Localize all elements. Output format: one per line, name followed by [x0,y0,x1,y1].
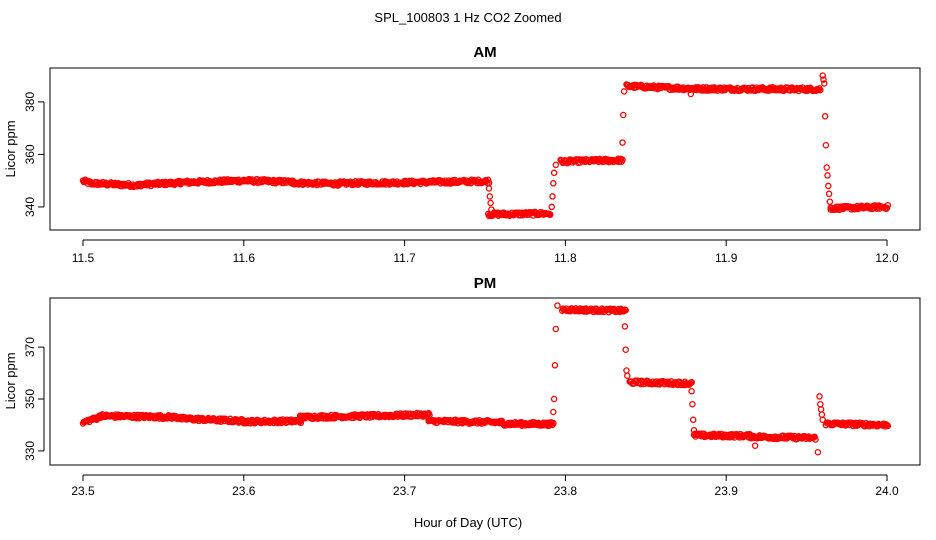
x-tick-label: 11.7 [393,251,416,265]
data-point [620,88,628,95]
x-tick-label: 11.5 [72,251,95,265]
pm-x-axis: 23.5 23.6 23.7 23.8 23.9 24.0 [71,474,899,498]
y-tick-label: 370 [23,337,37,357]
data-point [817,86,824,94]
data-point [550,408,557,416]
am-x-axis: 11.5 11.6 11.7 11.8 11.9 12.0 [72,239,899,265]
data-point [548,203,555,211]
data-point [624,372,631,379]
y-tick-label: 340 [23,197,37,217]
data-point [552,325,560,333]
data-point [552,161,560,169]
data-point [619,156,626,163]
data-point [825,190,833,198]
pm-data-points [79,302,892,456]
y-tick-label: 360 [23,144,37,164]
x-tick-label: 11.8 [554,251,577,265]
data-point [814,448,822,456]
data-point [619,139,626,146]
data-point [687,90,695,98]
data-point [689,416,697,424]
x-tick-label: 23.8 [554,484,578,498]
data-point [818,411,826,418]
am-data-points [79,72,892,220]
data-point [819,72,826,79]
y-tick-label: 330 [23,441,37,461]
data-point [620,111,627,119]
data-point [621,323,629,330]
x-tick-label: 11.9 [715,251,738,265]
data-point [827,206,834,213]
x-axis-label: Hour of Day (UTC) [414,515,522,530]
x-tick-label: 23.6 [232,484,256,498]
x-tick-label: 23.5 [71,484,95,498]
am-y-axis-label: Licor ppm [3,120,18,177]
data-point [819,416,826,424]
pm-y-axis-label: Licor ppm [3,352,18,409]
x-tick-label: 11.6 [233,251,256,265]
data-point [823,164,830,171]
data-point [883,204,891,212]
data-point [688,387,695,395]
pm-y-axis: 330 350 370 [23,337,45,461]
data-point [487,199,494,207]
data-point [486,193,494,200]
data-point [816,393,823,400]
am-plot-frame [49,67,921,231]
data-point [485,185,493,192]
data-point [623,367,630,374]
data-point [488,206,495,213]
data-point [882,421,890,428]
data-point [550,395,558,403]
data-point [817,400,824,408]
figure-title: SPL_100803 1 Hz CO2 Zoomed [374,10,561,25]
data-point [622,306,629,314]
x-tick-label: 12.0 [875,251,899,265]
data-point [811,433,818,441]
data-point [817,406,825,413]
data-point [549,193,556,200]
data-point [688,379,695,386]
data-point [824,172,831,179]
data-point [825,182,832,190]
am-panel-title: AM [473,44,496,61]
data-point [884,422,892,430]
data-point [751,442,759,449]
data-point [821,80,828,87]
data-point [622,346,629,353]
y-tick-label: 350 [23,389,37,409]
data-point [689,400,696,408]
data-point [550,180,557,187]
data-point [554,302,561,309]
data-point [546,211,554,219]
x-tick-label: 23.7 [393,484,417,498]
pm-panel-title: PM [474,275,497,292]
data-point [820,76,827,83]
am-y-axis: 340 360 380 [23,92,45,217]
data-point [826,198,834,205]
data-point [551,362,559,369]
data-point [822,141,830,149]
data-point [812,436,819,443]
data-point [550,419,557,427]
x-tick-label: 23.9 [715,484,739,498]
data-point [821,113,829,120]
x-tick-label: 24.0 [875,484,899,498]
data-point [484,176,492,184]
data-point [550,169,558,177]
y-tick-label: 380 [23,92,37,112]
data-point [884,201,892,209]
pm-plot-frame [49,297,921,466]
data-point [690,426,698,434]
